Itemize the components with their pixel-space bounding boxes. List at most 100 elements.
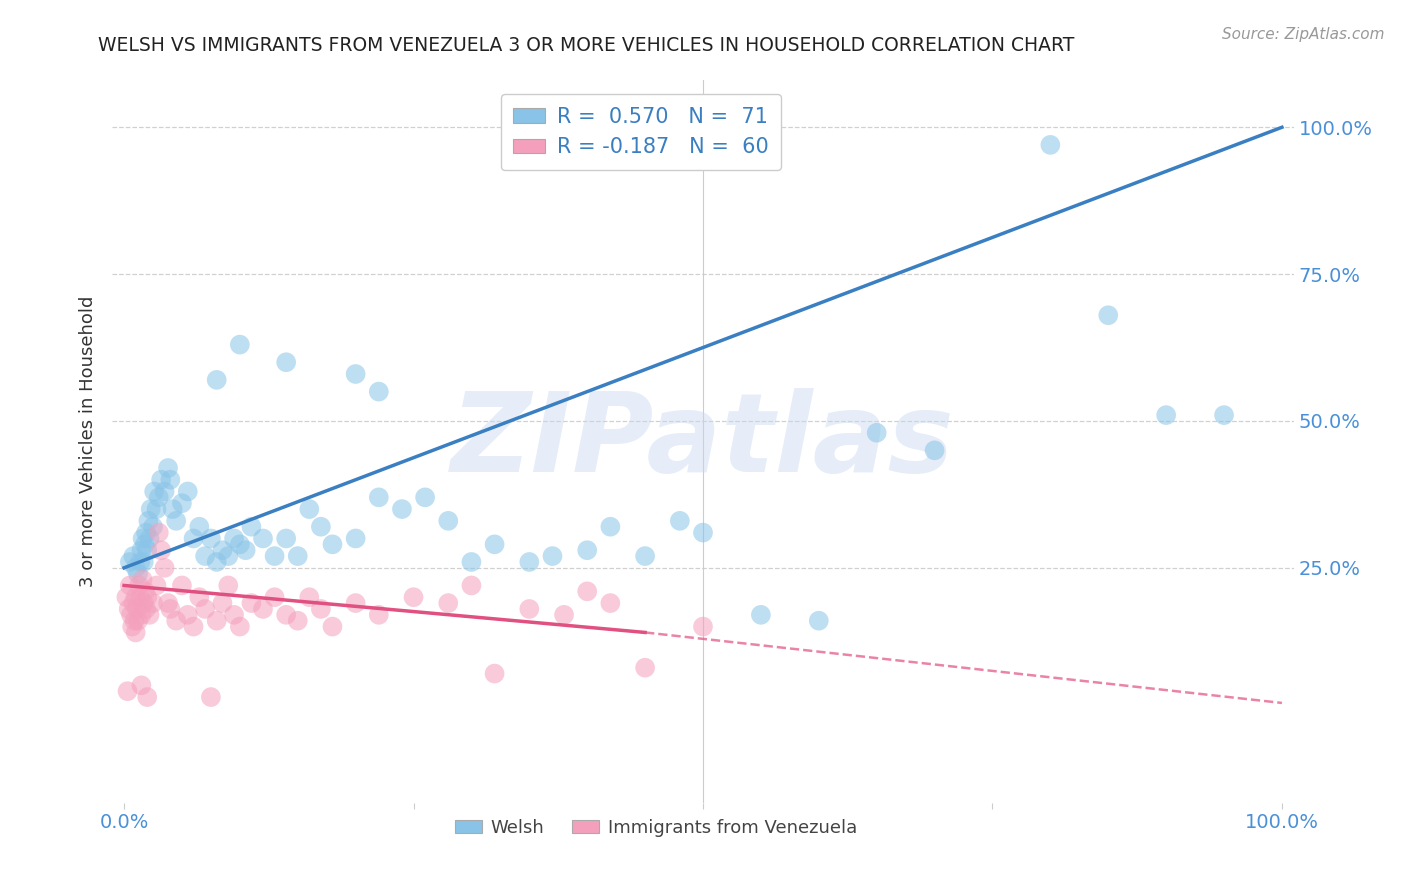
Text: ZIPatlas: ZIPatlas [451, 388, 955, 495]
Point [138, 514, 160, 528]
Point [367, 607, 389, 622]
Point [150, 543, 173, 558]
Point [120, 607, 142, 622]
Point [576, 543, 599, 558]
Point [484, 537, 506, 551]
Point [194, 602, 217, 616]
Point [229, 537, 252, 551]
Point [240, 596, 263, 610]
Point [807, 614, 830, 628]
Point [138, 607, 160, 622]
Point [157, 596, 180, 610]
Point [131, 678, 153, 692]
Point [321, 537, 343, 551]
Point [344, 367, 367, 381]
Point [553, 607, 575, 622]
Point [118, 555, 141, 569]
Point [138, 532, 160, 546]
Point [148, 491, 170, 505]
Point [692, 525, 714, 540]
Point [183, 619, 205, 633]
Point [229, 337, 252, 351]
Point [122, 549, 145, 563]
Point [124, 625, 146, 640]
Point [437, 514, 460, 528]
Point [142, 596, 165, 610]
Point [229, 619, 252, 633]
Point [135, 525, 157, 540]
Point [129, 591, 152, 605]
Point [132, 555, 155, 569]
Text: WELSH VS IMMIGRANTS FROM VENEZUELA 3 OR MORE VEHICLES IN HOUSEHOLD CORRELATION C: WELSH VS IMMIGRANTS FROM VENEZUELA 3 OR … [98, 36, 1074, 54]
Point [135, 602, 157, 616]
Point [924, 443, 946, 458]
Point [276, 355, 298, 369]
Point [211, 596, 233, 610]
Point [121, 619, 143, 633]
Point [541, 549, 564, 563]
Point [309, 602, 332, 616]
Point [484, 666, 506, 681]
Point [252, 532, 274, 546]
Point [118, 578, 141, 592]
Point [344, 596, 367, 610]
Point [139, 502, 162, 516]
Point [749, 607, 772, 622]
Point [136, 690, 159, 704]
Point [142, 519, 165, 533]
Point [200, 532, 222, 546]
Point [263, 591, 285, 605]
Point [131, 532, 153, 546]
Point [134, 537, 156, 551]
Point [222, 607, 245, 622]
Point [402, 591, 425, 605]
Point [413, 491, 436, 505]
Point [576, 584, 599, 599]
Point [287, 614, 309, 628]
Point [170, 578, 193, 592]
Point [298, 591, 321, 605]
Point [188, 591, 211, 605]
Point [131, 607, 153, 622]
Point [143, 484, 166, 499]
Point [117, 684, 139, 698]
Point [115, 591, 138, 605]
Point [1039, 137, 1062, 152]
Point [240, 519, 263, 533]
Point [866, 425, 889, 440]
Point [669, 514, 692, 528]
Point [165, 614, 187, 628]
Point [177, 607, 200, 622]
Point [136, 591, 159, 605]
Point [344, 532, 367, 546]
Legend: Welsh, Immigrants from Venezuela: Welsh, Immigrants from Venezuela [447, 812, 865, 845]
Point [517, 555, 540, 569]
Point [148, 525, 170, 540]
Point [460, 578, 482, 592]
Point [150, 473, 173, 487]
Point [183, 532, 205, 546]
Text: Source: ZipAtlas.com: Source: ZipAtlas.com [1222, 27, 1385, 42]
Point [132, 596, 155, 610]
Point [692, 619, 714, 633]
Point [136, 543, 159, 558]
Point [599, 519, 621, 533]
Point [194, 549, 217, 563]
Point [217, 549, 239, 563]
Point [309, 519, 332, 533]
Point [131, 543, 153, 558]
Point [134, 584, 156, 599]
Point [124, 591, 146, 605]
Point [124, 561, 146, 575]
Point [159, 602, 181, 616]
Point [122, 596, 145, 610]
Point [205, 373, 228, 387]
Point [235, 543, 257, 558]
Point [159, 473, 181, 487]
Point [145, 502, 167, 516]
Point [162, 502, 184, 516]
Y-axis label: 3 or more Vehicles in Household: 3 or more Vehicles in Household [79, 296, 97, 587]
Point [252, 602, 274, 616]
Point [1213, 408, 1236, 422]
Point [367, 384, 389, 399]
